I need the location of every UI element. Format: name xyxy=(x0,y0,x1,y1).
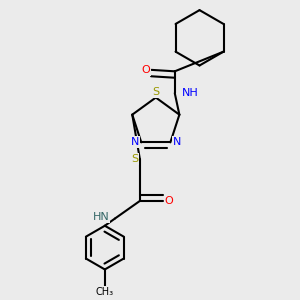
Text: S: S xyxy=(131,154,138,164)
Text: O: O xyxy=(142,65,151,75)
Text: S: S xyxy=(152,87,159,97)
Text: HN: HN xyxy=(92,212,109,222)
Text: O: O xyxy=(165,196,173,206)
Text: NH: NH xyxy=(182,88,199,98)
Text: CH₃: CH₃ xyxy=(96,287,114,297)
Text: N: N xyxy=(131,137,139,147)
Text: N: N xyxy=(172,137,181,147)
